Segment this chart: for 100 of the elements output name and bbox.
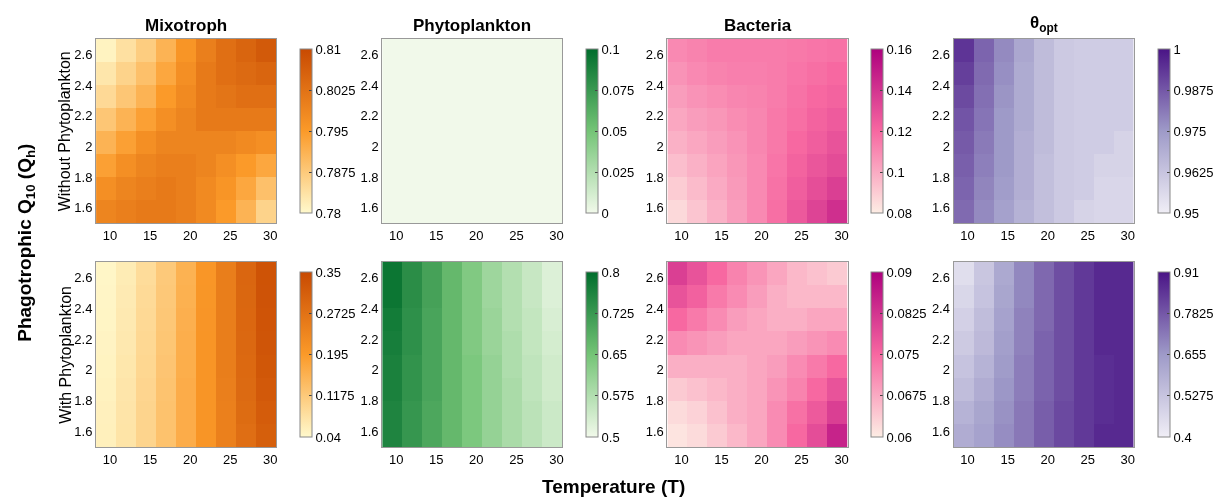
color-bar-label: 0.0825 [886, 305, 927, 321]
y-tick-label: 1.6 [931, 200, 950, 216]
x-tick-label: 10 [102, 451, 118, 467]
chart-title: Phytoplankton [413, 16, 532, 35]
y-tick-label: 2.2 [360, 331, 379, 347]
color-bar-label: 0.725 [601, 305, 635, 321]
x-tick-label: 15 [142, 451, 158, 467]
color-bar-label: 0.1 [886, 164, 905, 180]
color-bar-label: 0 [601, 205, 609, 221]
x-tick-label: 30 [549, 451, 564, 467]
x-tick-label: 25 [222, 227, 238, 243]
y-tick-label: 1.8 [74, 169, 93, 185]
y-tick-label: 2 [85, 138, 93, 154]
color-bar-label: 0.075 [886, 347, 920, 363]
color-bar-label: 0.35 [315, 264, 341, 280]
color-bar-label: 0.1175 [315, 388, 355, 404]
y-tick-label: 2 [656, 362, 664, 378]
y-tick-label: 2.6 [360, 269, 379, 285]
color-bar-label: 0.8025 [315, 82, 356, 98]
color-bar-label: 0.8 [601, 264, 620, 280]
x-tick-label: 30 [263, 227, 278, 243]
x-tick-label: 15 [142, 227, 158, 243]
y-tick-label: 2 [656, 138, 664, 154]
color-bar-label: 0.2725 [315, 305, 356, 321]
color-bar-label: 0.9875 [1173, 82, 1214, 98]
y-tick-label: 2.4 [360, 300, 379, 316]
y-tick-label: 1.6 [360, 200, 379, 216]
x-tick-label: 15 [429, 451, 444, 467]
color-bar-label: 0.65 [601, 347, 627, 363]
y-tick-label: 2.4 [645, 300, 664, 316]
color-bar-label: 0.08 [886, 205, 912, 221]
color-bar-label: 0.06 [886, 429, 912, 445]
x-tick-label: 20 [182, 227, 198, 243]
x-tick-label: 10 [960, 451, 975, 467]
color-bar-label: 0.5275 [1173, 388, 1214, 404]
color-bar-label: 0.16 [886, 41, 912, 57]
y-tick-label: 2.2 [645, 331, 664, 347]
y-tick-label: 2.6 [645, 269, 664, 285]
color-bar-label: 0.91 [1173, 264, 1199, 280]
color-bar-label: 0.025 [601, 164, 635, 180]
x-tick-label: 25 [1080, 227, 1095, 243]
color-bar-label: 0.655 [1173, 347, 1207, 363]
x-tick-label: 10 [960, 227, 975, 243]
y-tick-label: 2.2 [74, 108, 93, 124]
y-tick-label: 1.8 [645, 169, 664, 185]
x-tick-label: 30 [834, 227, 849, 243]
color-bar-label: 0.7825 [1173, 305, 1214, 321]
y-tick-label: 2.4 [931, 300, 950, 316]
color-bar-label: 0.075 [601, 82, 635, 98]
y-tick-label: 2.4 [931, 77, 950, 93]
y-tick-label: 2 [371, 138, 379, 154]
y-tick-label: 2 [942, 138, 950, 154]
x-tick-label: 10 [674, 227, 689, 243]
y-tick-label: 1.6 [74, 200, 93, 216]
y-axis-title: With Phytoplankton [56, 286, 74, 424]
x-tick-label: 20 [182, 451, 198, 467]
x-tick-label: 15 [1000, 451, 1015, 467]
y-tick-label: 1.6 [645, 200, 664, 216]
y-tick-label: 2.6 [645, 46, 664, 62]
y-tick-label: 2.4 [360, 77, 379, 93]
x-tick-label: 30 [1120, 227, 1136, 243]
y-tick-label: 1.8 [74, 393, 93, 409]
x-tick-label: 20 [469, 227, 484, 243]
color-bar-label: 0.78 [315, 205, 341, 221]
x-tick-label: 15 [714, 451, 729, 467]
color-bar-label: 0.575 [601, 388, 635, 404]
x-tick-label: 20 [754, 227, 769, 243]
x-tick-label: 10 [674, 451, 689, 467]
y-tick-label: 1.8 [931, 393, 950, 409]
x-tick-label: 30 [834, 451, 849, 467]
color-bar-label: 0.975 [1173, 123, 1207, 139]
x-tick-label: 20 [754, 451, 769, 467]
y-tick-label: 2.2 [931, 108, 950, 124]
y-tick-label: 2.2 [74, 331, 93, 347]
y-tick-label: 1.6 [74, 424, 93, 440]
color-bar-label: 0.04 [315, 429, 341, 445]
y-tick-label: 2.2 [645, 108, 664, 124]
x-tick-label: 20 [469, 451, 484, 467]
y-tick-label: 1.8 [645, 393, 664, 409]
x-tick-label: 10 [102, 227, 118, 243]
x-tick-label: 30 [1120, 451, 1136, 467]
x-tick-label: 25 [509, 451, 524, 467]
color-bar-label: 0.795 [315, 123, 349, 139]
y-tick-label: 2.6 [360, 46, 379, 62]
color-bar-label: 0.1 [601, 41, 620, 57]
x-tick-label: 15 [714, 227, 729, 243]
color-bar-label: 0.12 [886, 123, 912, 139]
color-bar-label: 0.5 [601, 429, 620, 445]
chart-title: Bacteria [724, 16, 792, 35]
color-bar-label: 0.81 [315, 41, 341, 57]
chart-title: Mixotroph [145, 16, 228, 35]
x-tick-label: 10 [389, 227, 404, 243]
x-tick-label: 20 [1040, 227, 1055, 243]
x-tick-label: 20 [1040, 451, 1055, 467]
color-bar-label: 0.7875 [315, 164, 356, 180]
y-tick-label: 2.4 [74, 77, 93, 93]
y-tick-label: 1.8 [360, 169, 379, 185]
text: Temperature (T) [542, 476, 686, 497]
y-tick-label: 1.6 [360, 424, 379, 440]
x-tick-label: 25 [222, 451, 238, 467]
